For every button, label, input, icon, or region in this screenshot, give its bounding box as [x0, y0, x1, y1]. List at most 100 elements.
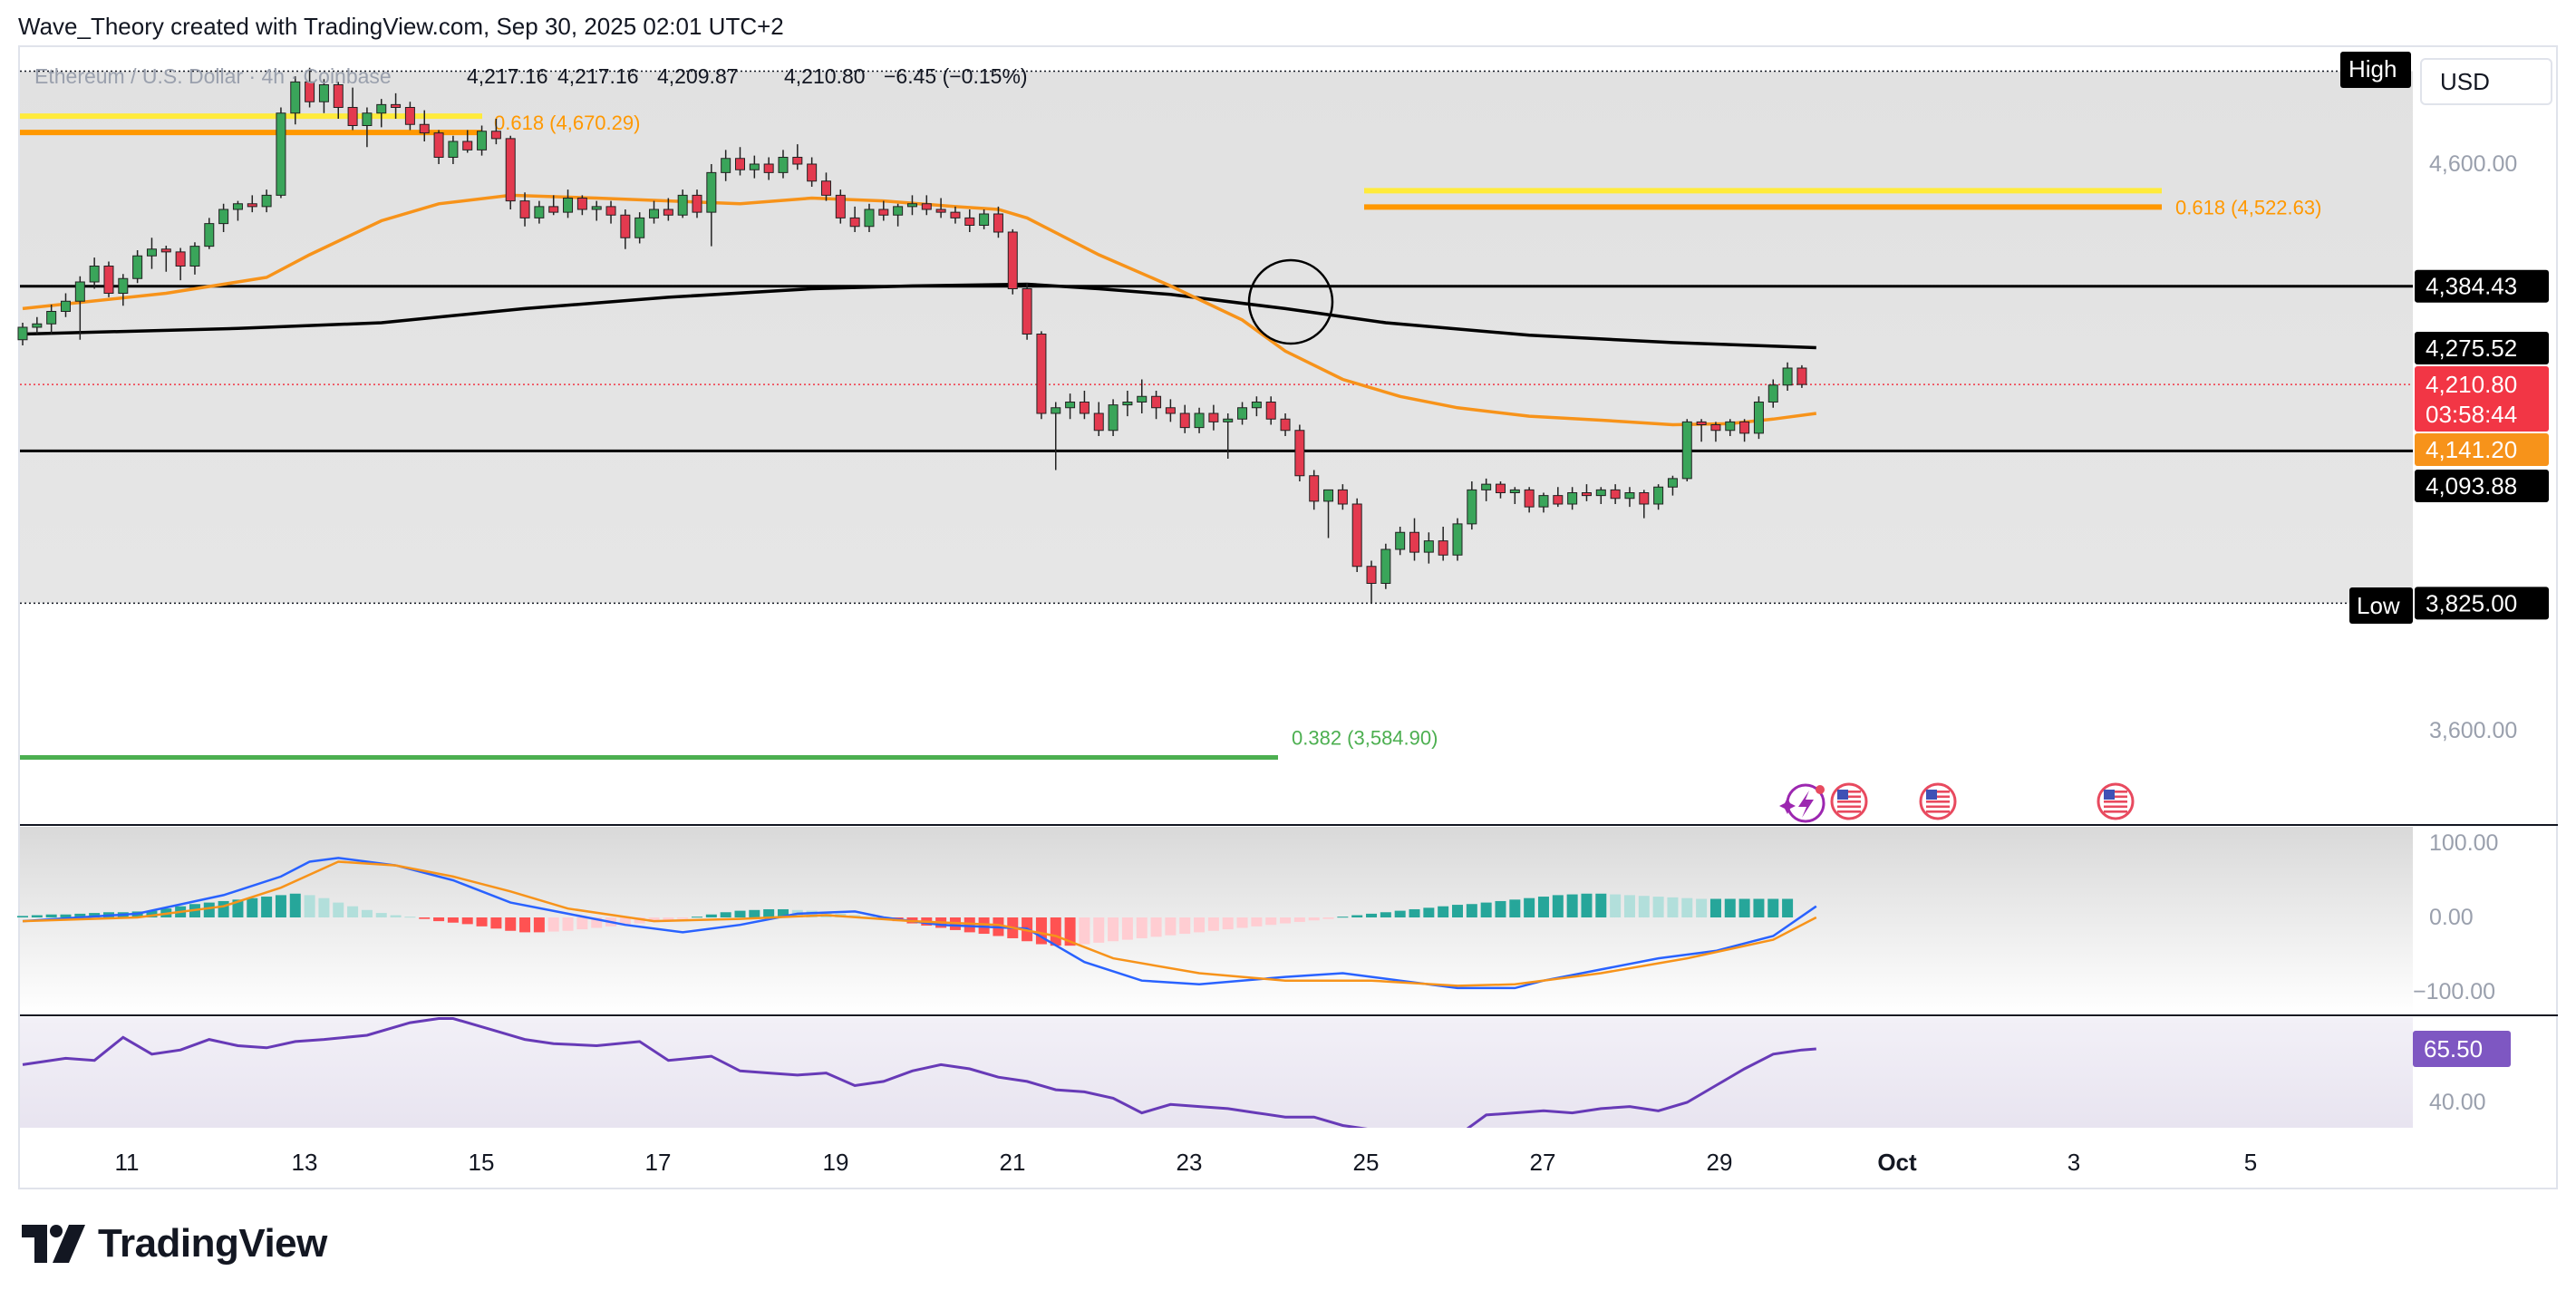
candle	[1323, 489, 1334, 538]
rsi-value-tag-bg	[2413, 1031, 2511, 1067]
x-tick-label: 21	[1000, 1149, 1026, 1176]
candle	[548, 195, 559, 216]
macd-histogram-bar	[749, 909, 760, 917]
candle	[433, 130, 444, 164]
macd-histogram-bar	[677, 917, 689, 919]
macd-histogram-bar	[505, 917, 517, 931]
macd-histogram-bar	[1509, 899, 1521, 917]
candle	[534, 200, 545, 224]
candle	[1725, 419, 1736, 436]
macd-histogram-bar	[1064, 917, 1076, 946]
macd-histogram-bar	[1423, 907, 1435, 917]
candle	[1065, 393, 1076, 420]
candle-body	[1782, 367, 1793, 386]
macd-histogram-bar	[203, 902, 215, 917]
candle	[993, 206, 1003, 238]
candle-body	[835, 194, 846, 218]
candle-body	[950, 211, 961, 218]
last-price-tag-bg	[2415, 366, 2549, 432]
sma-price-tag: 4,275.52	[2415, 332, 2549, 364]
candle-body	[1595, 489, 1606, 497]
candle-body	[706, 171, 717, 213]
macd-histogram-bar	[1251, 917, 1263, 926]
macd-histogram-bar	[1652, 897, 1664, 917]
x-tick-label: 3	[2068, 1149, 2080, 1176]
macd-histogram-bar	[777, 908, 789, 917]
currency-button[interactable]: USD	[2420, 58, 2552, 105]
macd-histogram-bar	[1079, 917, 1090, 945]
macd-histogram-bar	[519, 917, 531, 933]
candle	[649, 200, 660, 224]
sma-price-tag-bg	[2415, 332, 2549, 364]
candle-body	[1223, 418, 1234, 422]
macd-histogram-bar	[964, 917, 975, 933]
candle	[591, 200, 602, 221]
candle	[175, 247, 186, 281]
candle-body	[993, 213, 1003, 233]
x-tick-label: 11	[115, 1149, 140, 1176]
macd-histogram-bar	[1480, 902, 1492, 917]
candle-body	[1251, 402, 1262, 409]
candle	[1696, 419, 1707, 442]
candle	[735, 147, 745, 176]
macd-histogram-bar	[361, 909, 373, 917]
candle-body	[1739, 421, 1750, 434]
ema-price-tag-text: 4,141.20	[2426, 436, 2517, 463]
fib-label: 0.382 (3,584.90)	[1292, 726, 1438, 749]
candle	[232, 200, 243, 221]
candle	[721, 150, 731, 181]
candle-body	[362, 112, 373, 126]
macd-histogram-bar	[720, 912, 731, 917]
tradingview-logo[interactable]: TradingView	[22, 1217, 327, 1271]
macd-histogram-bar	[1438, 906, 1449, 917]
ema-price-tag-bg	[2415, 433, 2549, 466]
candle-body	[1194, 412, 1205, 429]
macd-histogram-bar	[17, 916, 28, 917]
legend-high: 4,217.16	[557, 64, 639, 88]
macd-histogram-bar	[1552, 895, 1564, 917]
level-top-tag-text: 4,384.43	[2426, 273, 2517, 300]
candle	[893, 203, 904, 227]
candle-body	[146, 248, 157, 257]
x-tick-label: 15	[469, 1149, 495, 1176]
candle	[1467, 481, 1477, 530]
macd-histogram-bar	[1194, 917, 1206, 933]
macd-histogram-bar	[1409, 908, 1420, 917]
candle	[620, 209, 631, 249]
us-flag-icon	[2097, 782, 2135, 820]
macd-histogram-bar	[1265, 917, 1277, 926]
macd-histogram-bar	[1537, 897, 1549, 917]
macd-histogram-bar	[1380, 912, 1391, 917]
candle-body	[1079, 402, 1089, 414]
flag-stripe	[1926, 795, 1950, 799]
macd-histogram-bar	[1165, 917, 1177, 936]
candle	[663, 198, 673, 221]
candle	[1265, 396, 1276, 425]
candle	[519, 192, 530, 227]
candle	[60, 293, 71, 317]
candle	[1151, 391, 1162, 420]
candle-body	[1681, 421, 1692, 480]
macd-histogram-bar	[289, 893, 301, 917]
candle-body	[1007, 231, 1018, 289]
candle	[1395, 527, 1406, 556]
candle-body	[1122, 402, 1133, 406]
candle-body	[1337, 489, 1348, 505]
candle-body	[204, 223, 215, 247]
candle-body	[1351, 503, 1362, 568]
candle	[1194, 407, 1205, 433]
candle-body	[1022, 288, 1032, 335]
macd-histogram-bar	[433, 917, 445, 922]
candle	[305, 67, 315, 108]
low-price-tag: 3,825.00	[2415, 587, 2549, 620]
candle-body	[305, 81, 315, 102]
sma-price-tag-text: 4,275.52	[2426, 335, 2517, 362]
x-tick-label: Oct	[1877, 1149, 1917, 1176]
candle	[1495, 481, 1506, 499]
macd-histogram-bar	[1121, 917, 1133, 940]
candle	[878, 200, 889, 221]
candle-body	[60, 300, 71, 312]
legend-low: 4,209.87	[657, 64, 739, 88]
candle-body	[1696, 421, 1707, 425]
